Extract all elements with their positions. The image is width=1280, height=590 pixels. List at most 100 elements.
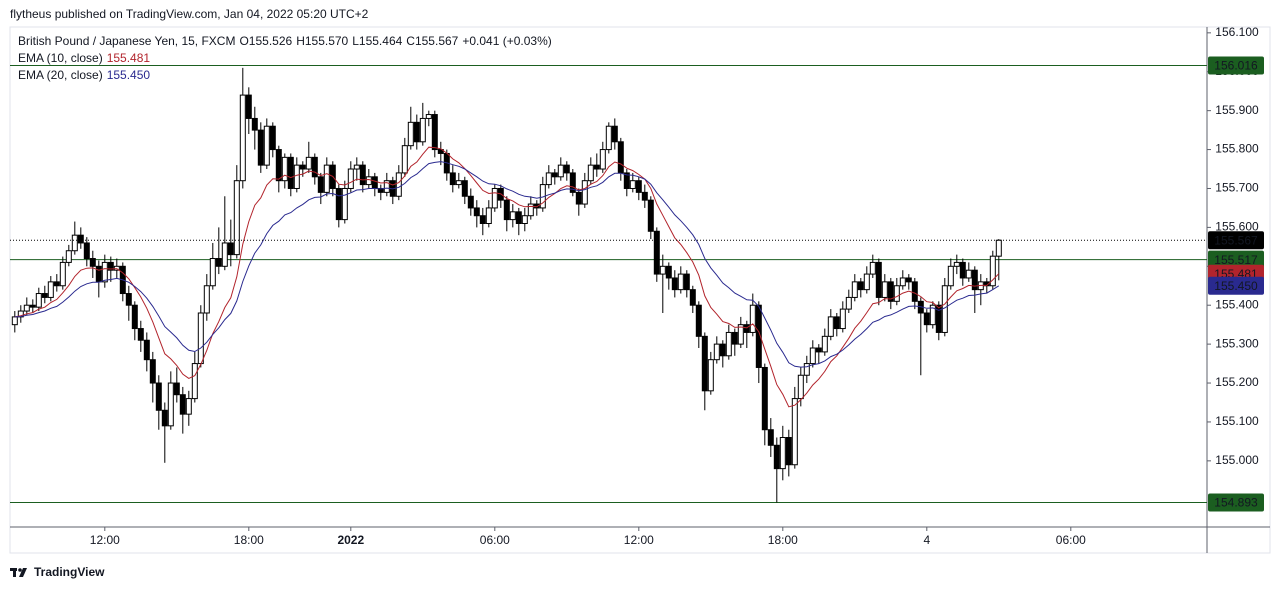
candle-body: [257, 129, 264, 166]
candle-body: [149, 359, 156, 384]
y-tick-label: 155.300: [1215, 336, 1259, 350]
x-tick-label: 06:00: [480, 533, 510, 547]
candle-body: [773, 444, 780, 470]
candle-body: [65, 250, 72, 263]
candle-body: [299, 164, 306, 170]
x-tick-label: 4: [923, 533, 930, 547]
candle-body: [29, 304, 36, 308]
candle-body: [71, 234, 78, 252]
candle-body: [851, 281, 858, 298]
candle-body: [701, 335, 708, 392]
candle-body: [731, 331, 738, 345]
candle-body: [317, 176, 324, 193]
x-tick-label: 18:00: [768, 533, 798, 547]
candle-body: [59, 261, 66, 287]
open: O155.526: [239, 34, 293, 48]
logo: TradingView: [10, 565, 104, 579]
y-tick-label: 155.100: [1215, 414, 1259, 428]
candle-body: [767, 429, 774, 446]
candle-body: [365, 176, 372, 186]
candle-body: [515, 211, 522, 224]
candle-body: [35, 293, 42, 308]
candle-body: [437, 149, 444, 154]
candle-body: [695, 304, 702, 337]
candle-body: [179, 394, 186, 415]
candle-body: [575, 191, 582, 205]
symbol-legend: British Pound / Japanese Yen, 15, FXCM O1…: [18, 34, 556, 48]
candle-body: [245, 94, 252, 119]
candle-body: [281, 156, 288, 182]
price-tag: [1208, 56, 1264, 75]
candle-body: [185, 398, 192, 415]
candle-body: [455, 180, 462, 186]
candle-body: [797, 374, 804, 400]
price-tag: [1208, 250, 1264, 269]
candle-body: [641, 191, 648, 201]
price-tag-label: 155.450: [1214, 279, 1258, 293]
candle-body: [611, 125, 618, 143]
x-tick-label: 18:00: [234, 533, 264, 547]
symbol: British Pound / Japanese Yen, 15, FXCM: [18, 34, 236, 48]
candle-body: [911, 281, 918, 302]
candle-body: [125, 293, 132, 306]
candle-body: [191, 363, 198, 400]
candle-body: [779, 437, 786, 470]
candle-body: [107, 261, 114, 271]
candle-body: [653, 230, 660, 275]
candle-body: [503, 199, 510, 221]
logo-text: TradingView: [34, 565, 105, 579]
candle-body: [761, 366, 768, 431]
candle-body: [215, 258, 222, 267]
candle-body: [155, 382, 162, 411]
y-tick-label: 155.400: [1215, 297, 1259, 311]
candle-body: [923, 312, 930, 326]
price-tag-label: 155.517: [1214, 253, 1258, 267]
candle-body: [629, 180, 636, 189]
candle-body: [623, 172, 630, 189]
candle-body: [905, 277, 912, 283]
candle-body: [287, 156, 294, 189]
y-tick-label: 155.900: [1215, 103, 1259, 117]
candle-body: [689, 289, 696, 306]
candle-body: [131, 304, 138, 330]
y-tick-label: 155.000: [1215, 453, 1259, 467]
candle-body: [83, 242, 90, 260]
attribution: flytheus published on TradingView.com, J…: [10, 7, 369, 21]
candle-body: [665, 265, 672, 279]
candle-body: [935, 304, 942, 333]
price-tag-label: 156.016: [1214, 59, 1258, 73]
candle-body: [893, 285, 900, 302]
candle-body: [881, 281, 888, 298]
change: +0.041 (+0.03%): [462, 34, 552, 48]
candle-body: [23, 304, 30, 312]
y-tick-label: 155.600: [1215, 220, 1259, 234]
ema-legend: EMA (10, close) 155.481: [18, 51, 154, 65]
candle-body: [479, 215, 486, 224]
candle-body: [707, 359, 714, 392]
candle-body: [371, 176, 378, 189]
candle-body: [221, 242, 228, 267]
candle-body: [671, 277, 678, 291]
candle-body: [869, 261, 876, 275]
candle-body: [863, 273, 870, 291]
candle-body: [95, 265, 102, 283]
candle-body: [167, 382, 174, 427]
candle-body: [809, 347, 816, 365]
candle-body: [239, 94, 246, 182]
y-tick-label: 156.100: [1215, 25, 1259, 39]
price-tag-label: 154.893: [1214, 496, 1258, 510]
candle-body: [143, 339, 150, 361]
candle-body: [593, 164, 600, 170]
candle-body: [269, 125, 276, 151]
candle-body: [407, 121, 414, 147]
candle-body: [431, 114, 438, 151]
candle-body: [545, 172, 552, 186]
candle-body: [401, 145, 408, 174]
candle-body: [233, 180, 240, 256]
candle-body: [737, 324, 744, 345]
candle-body: [749, 304, 756, 333]
candle-body: [617, 141, 624, 174]
candle-body: [713, 343, 720, 361]
